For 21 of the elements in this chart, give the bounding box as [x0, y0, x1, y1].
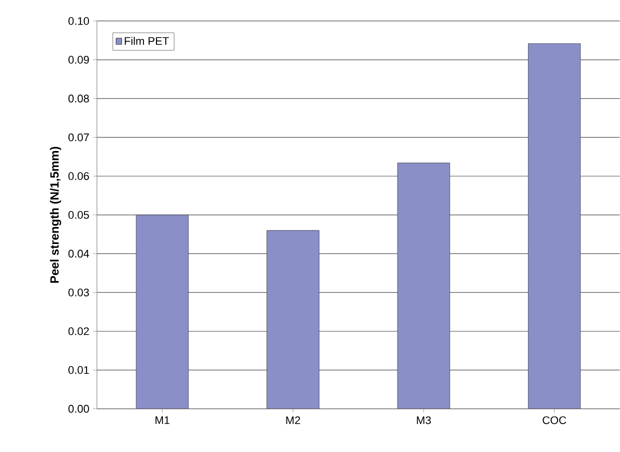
y-tick-label: 0.06 [68, 172, 89, 180]
y-tick-label: 0.01 [68, 366, 89, 374]
x-tick-label: M2 [286, 416, 300, 424]
y-tick-label: 0.09 [68, 56, 89, 64]
bar [397, 162, 450, 409]
y-tick-label: 0.10 [68, 17, 89, 25]
bar [136, 214, 189, 409]
y-tick-label: 0.00 [68, 405, 89, 413]
bar [266, 230, 320, 409]
legend-label: Film PET [124, 36, 169, 45]
y-tick-label: 0.08 [68, 94, 89, 103]
x-tick-label: M3 [416, 416, 431, 424]
x-tick-label: M1 [156, 416, 170, 424]
y-tick-label: 0.07 [68, 134, 89, 142]
y-axis-title: Peel strength (N/1,5mm) [50, 146, 62, 283]
bar [528, 43, 581, 409]
y-tick-label: 0.03 [68, 288, 89, 296]
x-tick-label: COC [542, 416, 566, 424]
y-tick-label: 0.05 [68, 211, 89, 219]
y-tick-label: 0.02 [68, 327, 89, 336]
y-tick-label: 0.04 [68, 250, 90, 258]
